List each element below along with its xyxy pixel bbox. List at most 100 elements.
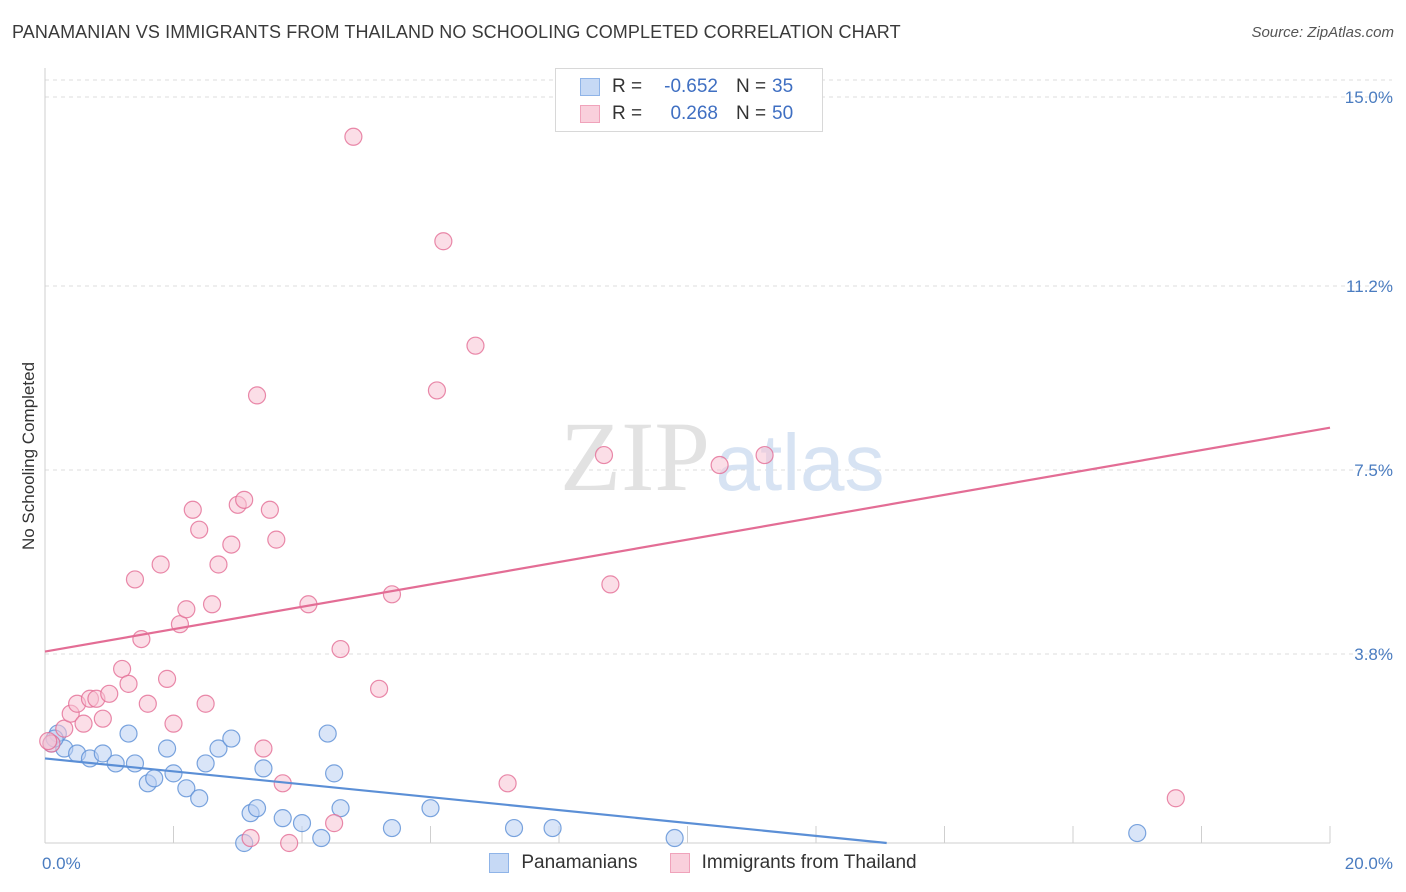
panamanian-point <box>190 789 209 808</box>
thailand-point <box>39 731 58 751</box>
chart-title: PANAMANIAN VS IMMIGRANTS FROM THAILAND N… <box>12 22 901 42</box>
thailand-point <box>325 814 344 833</box>
thailand-point <box>382 585 402 604</box>
thailand-point <box>370 679 389 698</box>
thailand-point <box>183 500 202 519</box>
thailand-point <box>427 381 447 400</box>
data-points <box>39 127 1185 853</box>
legend-swatch-panamanians <box>580 78 600 96</box>
legend-n-label: N = <box>736 76 767 97</box>
series-legend-thailand: Immigrants from Thailand <box>669 852 917 874</box>
y-tick-label: 11.2% <box>1346 277 1393 296</box>
source-label: Source: ZipAtlas.com <box>1251 24 1394 41</box>
thailand-trend-line <box>44 426 1331 653</box>
panamanian-point <box>93 744 112 763</box>
series-legend: Panamanians Immigrants from Thailand <box>0 852 1406 874</box>
thailand-point <box>710 455 729 475</box>
thailand-point <box>164 714 183 733</box>
panamanian-point <box>106 754 125 773</box>
thailand-point <box>267 530 286 549</box>
panamanian-point <box>177 779 196 798</box>
thailand-point <box>235 490 254 509</box>
thailand-point <box>93 709 112 728</box>
panamanian-point <box>312 828 331 848</box>
thailand-point <box>100 684 119 703</box>
thailand-point <box>247 386 267 405</box>
panamanian-point <box>421 799 440 818</box>
legend-n-value: 50 <box>772 103 794 124</box>
legend: R = -0.652 N = 35 R = 0.268 N = 50 <box>555 68 823 132</box>
y-tick-label: 7.5% <box>1354 461 1393 480</box>
panamanian-point <box>157 739 177 758</box>
panamanian-point <box>325 764 344 783</box>
thailand-point <box>331 639 350 659</box>
thailand-point <box>241 828 260 848</box>
thailand-point <box>1166 789 1185 808</box>
panamanian-point <box>209 739 228 758</box>
grid-lines <box>45 79 1392 655</box>
series-swatch-thailand <box>669 853 690 873</box>
trend-lines <box>44 426 1331 845</box>
y-tick-label: 15.0% <box>1345 88 1393 107</box>
legend-swatch-thailand <box>580 105 600 123</box>
legend-r-label: R = <box>612 103 643 124</box>
watermark-atlas: atlas <box>716 418 885 507</box>
tick-labels: 3.8% 7.5% 11.2% 15.0% 0.0% 20.0% <box>42 88 1393 873</box>
panamanian-point <box>665 828 684 848</box>
panamanian-point <box>222 729 241 748</box>
legend-r-label: R = <box>612 76 643 97</box>
series-legend-panamanians: Panamanians <box>489 852 638 874</box>
watermark: ZIP atlas <box>560 401 884 512</box>
thailand-point <box>601 575 620 594</box>
watermark-zip: ZIP <box>560 401 710 512</box>
x-tick-label-end: 20.0% <box>1345 854 1393 873</box>
panamanian-point <box>164 764 183 783</box>
thailand-point <box>254 739 273 758</box>
legend-row-panamanians: R = -0.652 N = 35 <box>580 76 793 98</box>
panamanian-point <box>145 769 164 788</box>
panamanian-point <box>196 754 215 773</box>
series-swatch-panamanians <box>489 853 510 873</box>
thailand-point <box>280 833 299 853</box>
thailand-point <box>466 336 485 355</box>
legend-row-thailand: R = 0.268 N = 50 <box>580 103 793 125</box>
thailand-point <box>138 694 157 713</box>
legend-r-value: -0.652 <box>664 76 718 97</box>
y-tick-label: 3.8% <box>1354 645 1393 664</box>
panamanian-point <box>125 754 145 773</box>
panamanian-trend-line <box>44 757 887 845</box>
thailand-point <box>594 445 614 465</box>
series-label-panamanians: Panamanians <box>521 852 638 873</box>
thailand-point <box>74 714 93 733</box>
x-tick-label-start: 0.0% <box>42 854 81 873</box>
legend-n-value: 35 <box>772 76 794 97</box>
thailand-point <box>222 535 241 554</box>
thailand-point <box>119 674 138 693</box>
panamanian-point <box>247 799 267 818</box>
thailand-point <box>202 595 222 614</box>
thailand-point <box>151 555 170 574</box>
panamanian-point <box>254 759 273 778</box>
series-label-thailand: Immigrants from Thailand <box>701 852 917 873</box>
panamanian-point <box>504 818 524 838</box>
thailand-point <box>498 774 517 793</box>
legend-r-value: 0.268 <box>670 103 718 124</box>
panamanian-point <box>318 724 337 743</box>
panamanian-point <box>382 818 402 838</box>
thailand-point <box>157 669 177 688</box>
thailand-point <box>260 500 279 519</box>
panamanian-point <box>119 724 138 743</box>
thailand-point <box>196 694 215 713</box>
panamanian-point <box>273 809 292 828</box>
thailand-point <box>344 127 363 146</box>
thailand-point <box>755 445 774 465</box>
panamanian-point <box>543 818 562 838</box>
y-axis-label: No Schooling Completed <box>19 362 38 550</box>
thailand-point <box>434 232 453 251</box>
panamanian-point <box>1128 823 1147 843</box>
panamanian-point <box>292 814 312 833</box>
thailand-point <box>190 520 209 539</box>
legend-n-label: N = <box>736 103 767 124</box>
thailand-point <box>209 555 228 574</box>
